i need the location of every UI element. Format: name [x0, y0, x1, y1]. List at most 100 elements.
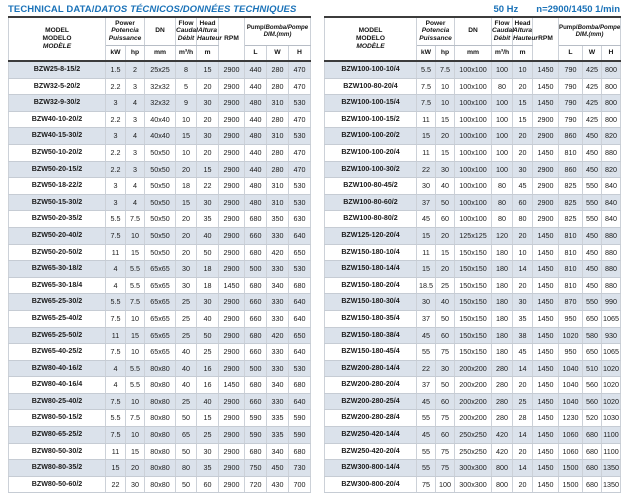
value-cell: 730: [288, 459, 311, 477]
table-row: BZW150-180-14/4 15 20 150x150 180 14 1450 810 45…: [324, 260, 621, 278]
unit-dim-h: H: [288, 45, 311, 62]
model-cell: BZW80-25-40/2: [8, 393, 106, 411]
value-cell: 650: [582, 310, 602, 328]
value-cell: 250x250: [454, 426, 492, 444]
value-cell: 800: [601, 61, 621, 79]
flow-label-fr: Débit: [493, 35, 511, 43]
table-row: BZW65-30-18/2 4 5.5 65x65 30 18 2900 500 330 530: [8, 260, 311, 278]
value-cell: 7.5: [105, 227, 126, 245]
speed-value: n=2900/1450 1/min: [536, 4, 620, 15]
value-cell: 18: [175, 177, 197, 195]
value-cell: 65x65: [144, 327, 176, 345]
value-cell: 450: [582, 127, 602, 145]
value-cell: 640: [288, 393, 311, 411]
model-cell: BZW80-50-30/2: [8, 443, 106, 461]
value-cell: 30: [512, 293, 533, 311]
value-cell: 330: [266, 343, 289, 361]
value-cell: 38: [512, 327, 533, 345]
value-cell: 10: [125, 227, 145, 245]
value-cell: 25: [512, 393, 533, 411]
value-cell: 50x50: [144, 144, 176, 162]
value-cell: 1.5: [105, 61, 126, 79]
model-cell: BZW50-15-30/2: [8, 194, 106, 212]
flow-label-fr: Débit: [177, 35, 195, 43]
model-cell: BZW80-80-35/2: [8, 459, 106, 477]
model-cell: BZW40-15-30/2: [8, 127, 106, 145]
value-cell: 10: [175, 111, 197, 129]
value-cell: 15: [196, 61, 219, 79]
value-cell: 50x50: [144, 194, 176, 212]
table-row: BZW100-100-20/2 15 20 100x100 100 20 2900 860 45…: [324, 127, 621, 145]
value-cell: 1020: [558, 327, 583, 345]
model-cell: BZW32-5-20/2: [8, 78, 106, 96]
table-row: BZW80-80-35/2 15 20 80x80 80 35 2900 750 450 730: [8, 459, 311, 477]
value-cell: 100: [491, 94, 513, 112]
value-cell: 790: [558, 94, 583, 112]
value-cell: 680: [582, 459, 602, 477]
value-cell: 9: [175, 94, 197, 112]
value-cell: 100x100: [454, 161, 492, 179]
value-cell: 2.2: [105, 78, 126, 96]
value-cell: 80x80: [144, 443, 176, 461]
value-cell: 280: [266, 161, 289, 179]
value-cell: 20: [175, 161, 197, 179]
value-cell: 65x65: [144, 343, 176, 361]
value-cell: 7.5: [125, 293, 145, 311]
model-cell: BZW50-20-40/2: [8, 227, 106, 245]
value-cell: 40: [196, 310, 219, 328]
value-cell: 10: [175, 144, 197, 162]
value-cell: 37: [416, 376, 436, 394]
model-cell: BZW50-18-22/2: [8, 177, 106, 195]
value-cell: 15: [196, 409, 219, 428]
value-cell: 590: [288, 409, 311, 428]
model-cell: BZW100-100-20/4: [324, 144, 417, 162]
value-cell: 120: [491, 227, 513, 245]
value-cell: 5.5: [105, 409, 126, 428]
value-cell: 8: [175, 61, 197, 79]
value-cell: 335: [266, 409, 289, 428]
value-cell: 80x80: [144, 376, 176, 394]
value-cell: 470: [288, 144, 311, 162]
table-row: BZW150-180-10/4 11 15 150x150 180 10 1450 810 45…: [324, 244, 621, 262]
value-cell: 680: [582, 443, 602, 461]
value-cell: 2900: [218, 476, 245, 494]
value-cell: 880: [601, 260, 621, 278]
value-cell: 4: [105, 260, 126, 278]
value-cell: 880: [601, 244, 621, 262]
value-cell: 530: [288, 194, 311, 212]
model-cell: BZW80-50-60/2: [8, 476, 106, 494]
value-cell: 10: [435, 78, 455, 96]
col-header-dimensions: Pump/Bomba/Pompe DIM.(mm): [558, 16, 621, 46]
value-cell: 80: [491, 177, 513, 195]
value-cell: 22: [416, 360, 436, 378]
value-cell: 20: [512, 443, 533, 461]
value-cell: 40: [175, 376, 197, 394]
value-cell: 25: [175, 327, 197, 345]
value-cell: 640: [288, 293, 311, 311]
value-cell: 125x125: [454, 227, 492, 245]
value-cell: 15: [125, 327, 145, 345]
value-cell: 100x100: [454, 61, 492, 79]
value-cell: 330: [266, 310, 289, 328]
table-row: BZW50-20-15/2 2.2 3 50x50 20 15 2900 440 280 470: [8, 161, 311, 179]
model-cell: BZW80-50-15/2: [8, 409, 106, 428]
value-cell: 2900: [218, 343, 245, 361]
value-cell: 75: [435, 443, 455, 461]
value-cell: 1450: [218, 376, 245, 394]
model-cell: BZW250-420-20/4: [324, 443, 417, 461]
value-cell: 1450: [532, 426, 559, 444]
value-cell: 75: [435, 459, 455, 477]
value-cell: 80: [512, 210, 533, 228]
value-cell: 16: [196, 360, 219, 378]
value-cell: 700: [288, 476, 311, 494]
value-cell: 2900: [218, 293, 245, 311]
technical-data-table-right: MODEL MODELO MODÈLE Power Potencia Puiss…: [324, 16, 621, 494]
value-cell: 180: [491, 343, 513, 361]
value-cell: 420: [266, 327, 289, 345]
value-cell: 1350: [601, 459, 621, 477]
model-cell: BZW200-280-28/4: [324, 409, 417, 428]
value-cell: 15: [196, 161, 219, 179]
value-cell: 2.2: [105, 161, 126, 179]
value-cell: 450: [582, 277, 602, 295]
power-label-es: Potencia: [111, 27, 139, 35]
